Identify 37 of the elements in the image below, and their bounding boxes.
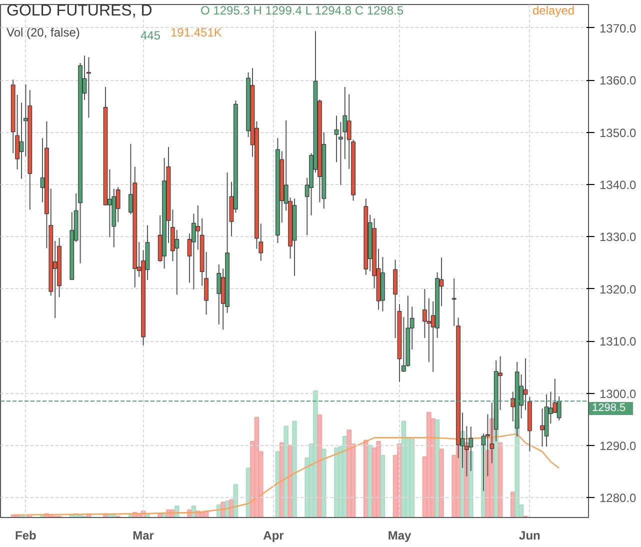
y-tick-label: 1310.0: [600, 334, 637, 349]
bar: [468, 451, 474, 518]
ref-line-label: 1298.5: [592, 402, 626, 415]
bar: [322, 448, 326, 518]
annotation: delayed: [532, 4, 575, 18]
bar: [313, 390, 318, 518]
y-tick-label: 1340.0: [600, 178, 637, 192]
x-tick-label: Mar: [132, 528, 154, 542]
x-tick-label: Jun: [519, 528, 540, 542]
candlestick: [452, 278, 456, 326]
x-tick-label: May: [388, 528, 412, 542]
bar: [376, 441, 381, 518]
candlestick: [540, 408, 544, 448]
chart-title: GOLD FUTURES, D: [6, 2, 152, 20]
x-tick-label: Apr: [263, 528, 284, 542]
y-tick-label: 1360.0: [600, 74, 637, 88]
x-tick-label: Feb: [15, 528, 36, 542]
y-tick-label: 1300.0: [600, 386, 637, 401]
chart-title: Vol (20, false): [6, 26, 80, 40]
annotation: 191.451K: [170, 26, 222, 40]
bar: [368, 444, 372, 518]
bar: [410, 437, 414, 518]
y-tick-label: 1350.0: [600, 126, 637, 140]
y-tick-label: 1280.0: [600, 491, 637, 506]
candlestick: [174, 229, 180, 296]
bar: [292, 420, 297, 518]
bar: [439, 448, 444, 518]
y-tick-label: 1370.0: [600, 21, 637, 36]
y-tick-label: 1320.0: [600, 282, 637, 296]
y-tick-label: 1330.0: [600, 230, 637, 244]
annotation: O 1295.3 H 1299.4 L 1294.8 C 1298.5: [200, 4, 404, 18]
bar: [380, 454, 386, 518]
bar: [346, 430, 352, 518]
annotation: 445: [140, 28, 161, 42]
bar: [498, 442, 503, 518]
y-tick-label: 1290.0: [600, 438, 637, 453]
bar: [334, 447, 339, 518]
